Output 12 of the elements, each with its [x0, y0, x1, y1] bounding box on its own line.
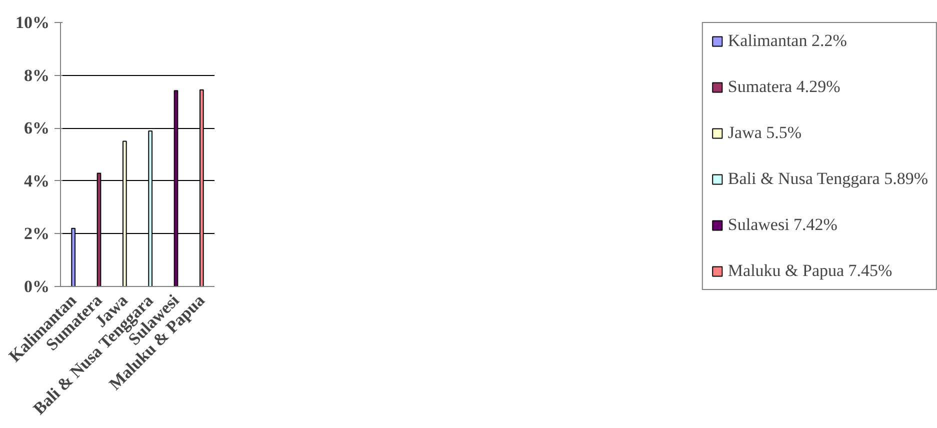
y-tick-label: 4% — [24, 171, 50, 190]
legend-label: Jawa 5.5% — [728, 123, 802, 143]
legend-label: Maluku & Papua 7.45% — [728, 261, 892, 281]
legend-label: Kalimantan 2.2% — [728, 31, 847, 51]
y-tick-label: 2% — [24, 224, 50, 244]
y-tick-label: 0% — [24, 277, 50, 296]
y-tick-label: 8% — [24, 66, 50, 85]
legend-label: Sulawesi 7.42% — [728, 215, 838, 235]
y-tick-label: 10% — [16, 13, 50, 32]
y-tick-label: 6% — [24, 118, 50, 138]
legend-label: Sumatera 4.29% — [728, 77, 840, 97]
legend-label: Bali & Nusa Tenggara 5.89% — [728, 169, 928, 189]
